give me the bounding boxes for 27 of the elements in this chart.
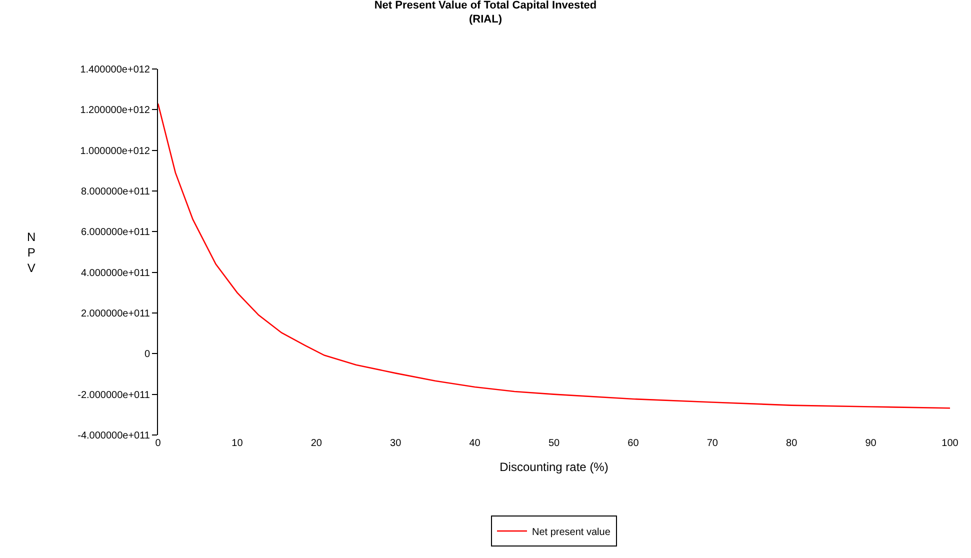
x-tick-label: 50 — [548, 438, 560, 449]
y-tick-label: 1.400000e+012 — [80, 64, 150, 76]
x-tick-label: 0 — [155, 438, 162, 449]
x-tick-label: 90 — [865, 438, 877, 449]
x-axis-title: Discounting rate (%) — [500, 460, 608, 474]
x-tick-label: 10 — [232, 438, 244, 449]
legend-label: Net present value — [532, 526, 611, 538]
line-series — [158, 102, 950, 409]
x-tick-label: 80 — [786, 438, 798, 449]
x-tick-label: 100 — [942, 438, 959, 449]
y-tick-label: -2.000000e+011 — [78, 390, 150, 401]
x-tick-label: 70 — [706, 438, 718, 449]
x-tick-label: 40 — [469, 438, 481, 449]
y-tick-label: 1.000000e+012 — [80, 146, 150, 157]
y-tick-label: 6.000000e+011 — [80, 227, 150, 238]
x-tick-label: 60 — [628, 438, 640, 449]
y-tick-label: 1.200000e+012 — [80, 105, 150, 116]
y-tick-label: 0 — [144, 349, 150, 360]
y-tick-label: 4.000000e+011 — [80, 268, 150, 279]
y-tick-label: 2.000000e+011 — [80, 308, 150, 320]
y-tick-label: -4.000000e+011 — [78, 430, 150, 442]
chart-subtitle: (RIAL) — [469, 14, 502, 26]
x-tick-label: 30 — [390, 438, 402, 449]
x-tick-label: 20 — [310, 438, 322, 449]
y-axis-title: NPV — [27, 230, 36, 276]
y-tick-label: 8.000000e+011 — [80, 186, 150, 198]
chart-title: Net Present Value of Total Capital Invested — [374, 0, 597, 12]
